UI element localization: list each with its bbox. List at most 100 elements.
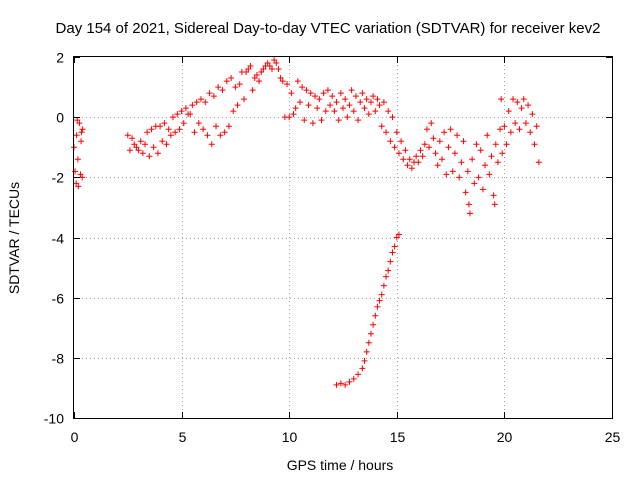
data-point <box>406 156 413 163</box>
data-point <box>477 147 484 154</box>
data-point <box>258 69 265 76</box>
data-point <box>378 123 385 130</box>
data-point <box>492 141 499 148</box>
data-point <box>284 81 291 88</box>
x-tick-labels: 0 5 10 15 20 25 <box>71 429 621 445</box>
data-point <box>367 99 374 106</box>
data-point <box>167 132 174 139</box>
data-point <box>510 96 517 103</box>
data-point <box>355 117 362 124</box>
data-point <box>430 135 437 142</box>
data-point <box>137 138 144 145</box>
data-point <box>428 120 435 127</box>
data-point <box>372 312 379 319</box>
data-point <box>320 90 327 97</box>
data-point <box>253 72 260 79</box>
data-point <box>525 102 532 109</box>
data-point <box>518 105 525 112</box>
data-point <box>279 78 286 85</box>
data-point <box>426 144 433 151</box>
data-point <box>213 123 220 130</box>
data-point <box>169 114 176 121</box>
data-point <box>292 105 299 112</box>
data-point <box>488 153 495 160</box>
data-point <box>512 120 519 127</box>
data-point <box>243 69 250 76</box>
data-point <box>363 348 370 355</box>
data-point <box>73 132 80 139</box>
data-point <box>404 162 411 169</box>
data-point <box>376 297 383 304</box>
data-point <box>189 102 196 109</box>
data-point <box>256 78 263 85</box>
data-point <box>367 330 374 337</box>
data-point <box>385 108 392 115</box>
data-point <box>337 90 344 97</box>
data-point <box>333 381 340 388</box>
data-point <box>303 87 310 94</box>
data-point <box>74 117 81 124</box>
grid-lines <box>74 57 612 418</box>
data-point <box>126 147 133 154</box>
data-point <box>361 357 368 364</box>
data-point <box>305 102 312 109</box>
data-point <box>268 66 275 73</box>
data-point <box>131 141 138 148</box>
data-point <box>527 129 534 136</box>
data-point <box>380 282 387 289</box>
data-point <box>436 138 443 145</box>
data-point <box>387 258 394 265</box>
data-point <box>454 132 461 139</box>
data-point <box>445 144 452 151</box>
data-point <box>77 171 84 178</box>
data-point <box>421 141 428 148</box>
data-point <box>74 156 81 163</box>
chart-title: Day 154 of 2021, Sidereal Day-to-day VTE… <box>56 20 601 37</box>
data-point <box>163 141 170 148</box>
data-point <box>443 171 450 178</box>
data-point <box>522 120 529 127</box>
data-point <box>150 144 157 151</box>
data-point <box>370 93 377 100</box>
y-tick-label: -2 <box>52 170 65 186</box>
data-point <box>423 126 430 133</box>
data-point <box>374 96 381 103</box>
data-point <box>331 108 338 115</box>
data-point <box>484 132 491 139</box>
data-point <box>157 123 164 130</box>
data-point <box>380 99 387 106</box>
data-point <box>346 102 353 109</box>
x-tick-label: 0 <box>71 429 79 445</box>
data-point <box>193 99 200 106</box>
y-tick-label: -6 <box>52 291 65 307</box>
data-point <box>249 87 256 94</box>
data-point <box>139 150 146 157</box>
data-point <box>247 63 254 70</box>
y-tick-label: 0 <box>56 110 64 126</box>
data-point <box>482 162 489 169</box>
data-point <box>473 141 480 148</box>
data-point <box>217 132 224 139</box>
data-point <box>402 147 409 154</box>
data-point <box>395 150 402 157</box>
data-point <box>507 129 514 136</box>
data-point <box>228 75 235 82</box>
data-point <box>393 234 400 241</box>
data-point <box>148 126 155 133</box>
data-point <box>535 159 542 166</box>
data-point <box>398 138 405 145</box>
data-point <box>494 159 501 166</box>
data-point <box>204 132 211 139</box>
data-point <box>241 96 248 103</box>
data-point <box>533 123 540 130</box>
data-point <box>498 96 505 103</box>
data-point <box>363 96 370 103</box>
data-point <box>318 117 325 124</box>
data-point <box>357 99 364 106</box>
data-point <box>333 99 340 106</box>
data-point <box>221 129 228 136</box>
data-point <box>359 90 366 97</box>
data-point <box>342 96 349 103</box>
data-point <box>350 108 357 115</box>
data-point <box>491 201 498 208</box>
